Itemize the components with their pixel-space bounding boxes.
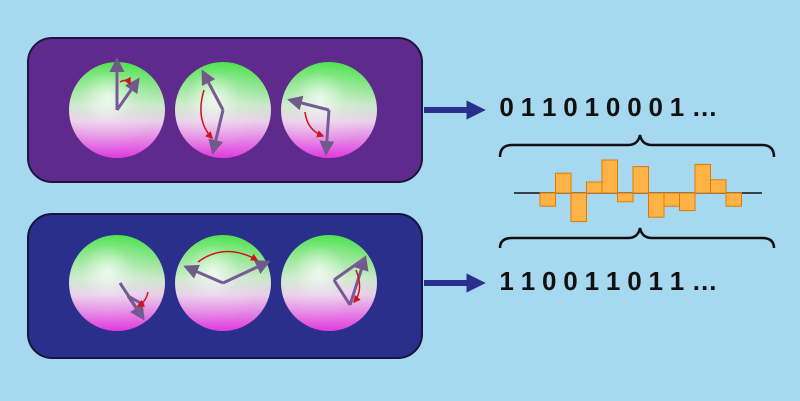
top-bit: 0 (648, 92, 663, 122)
bottom-bit: 1 (648, 266, 663, 296)
bottom-ellipsis: … (691, 266, 718, 296)
difference-bar (617, 192, 634, 203)
bottom-bit: 1 (499, 266, 514, 296)
sphere-top-1 (69, 57, 165, 158)
difference-bar (570, 192, 587, 223)
brace-top (498, 134, 776, 158)
sphere-bottom-1 (69, 235, 165, 331)
top-bit: 0 (499, 92, 514, 122)
difference-bar (555, 172, 572, 194)
difference-bar (694, 163, 711, 194)
bottom-bit: 0 (563, 266, 578, 296)
brace-bottom (498, 227, 776, 249)
top-bit: 1 (542, 92, 557, 122)
difference-bars (539, 159, 742, 223)
sphere-top-3 (281, 62, 377, 158)
top-bit: 1 (520, 92, 536, 122)
top-ellipsis: … (691, 92, 718, 122)
sphere-top-2 (175, 62, 271, 158)
difference-bar (586, 181, 603, 194)
bit-string-top: 0 1 1 0 1 0 0 0 1… (496, 92, 796, 123)
difference-bar (710, 179, 727, 194)
difference-bar (663, 192, 680, 207)
difference-bar (725, 192, 742, 207)
difference-bar (679, 192, 696, 212)
top-bit: 1 (669, 92, 685, 122)
top-bit: 0 (563, 92, 578, 122)
bottom-bit: 0 (542, 266, 557, 296)
difference-bar (632, 166, 649, 194)
difference-bar (601, 159, 618, 194)
bottom-bit: 1 (520, 266, 536, 296)
bottom-bit: 1 (584, 266, 600, 296)
difference-bar (539, 192, 556, 207)
difference-bar (648, 192, 665, 218)
top-bit: 0 (627, 92, 642, 122)
bottom-bit: 1 (605, 266, 621, 296)
top-bit: 0 (605, 92, 621, 122)
top-bit: 1 (584, 92, 600, 122)
bottom-bit: 1 (669, 266, 685, 296)
sphere-bottom-3 (281, 235, 377, 331)
bottom-bit: 0 (627, 266, 642, 296)
sphere-bottom-2 (175, 235, 271, 331)
bit-string-bottom: 1 1 0 0 1 1 0 1 1… (496, 266, 796, 297)
